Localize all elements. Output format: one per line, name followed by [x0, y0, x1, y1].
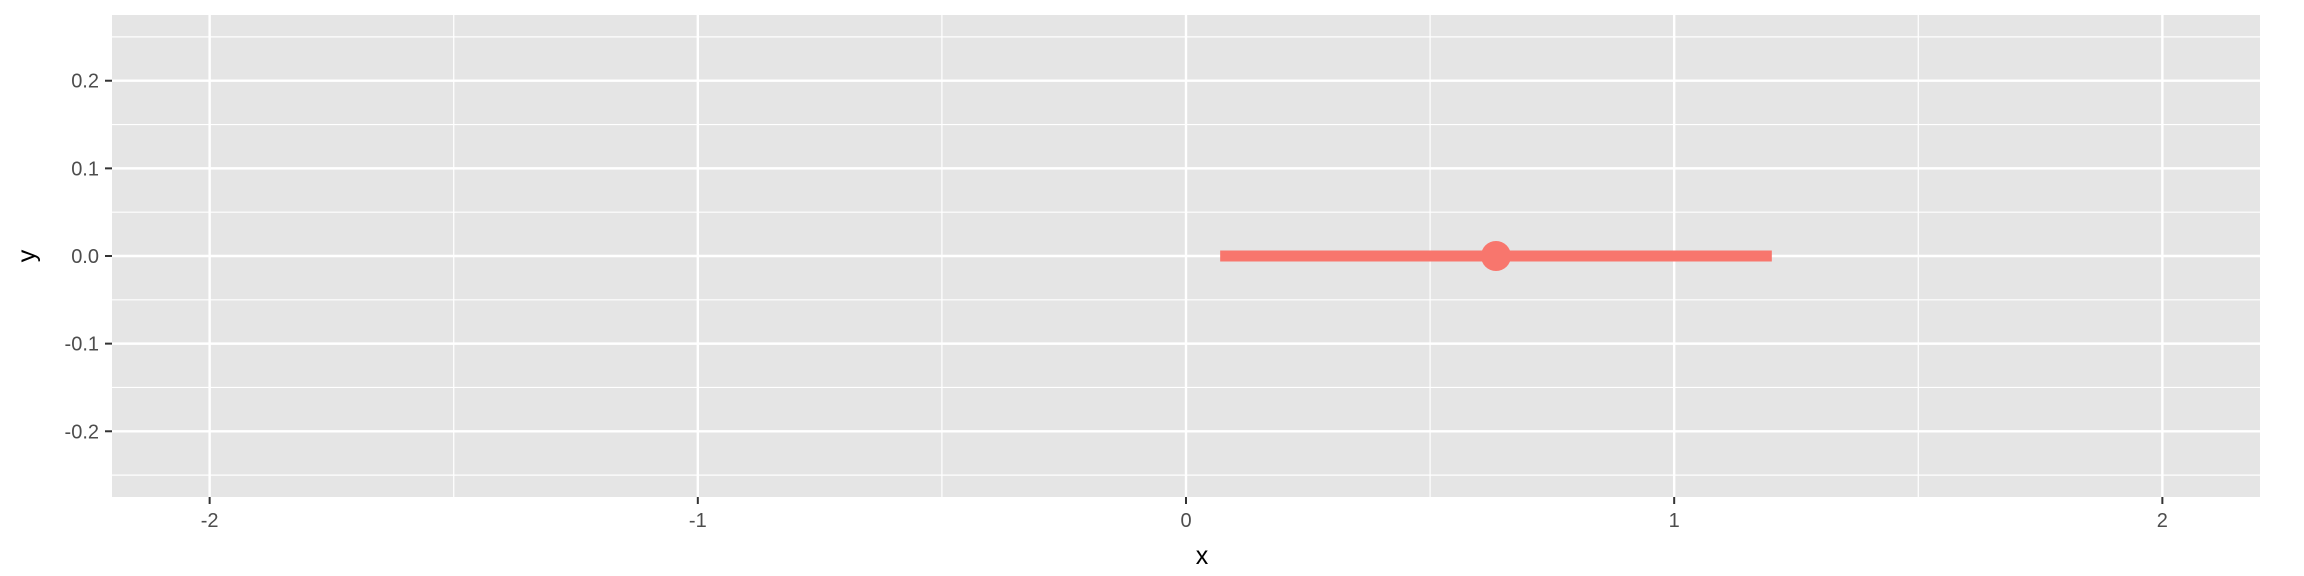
x-tick-label: -2	[201, 510, 219, 532]
y-tick-label: -0.2	[65, 421, 99, 443]
x-tick-label: -1	[689, 510, 707, 532]
x-tick-label: 0	[1180, 510, 1191, 532]
y-axis-title: y	[13, 249, 41, 262]
y-tick-label: 0.0	[71, 246, 99, 268]
y-axis: -0.2 -0.1 0.0 0.1 0.2	[65, 71, 112, 443]
y-tick-label: 0.2	[71, 71, 99, 93]
major-grid	[112, 15, 2260, 497]
x-tick-label: 2	[2157, 510, 2168, 532]
x-axis: -2 -1 0 1 2	[201, 497, 2168, 532]
y-tick-label: 0.1	[71, 158, 99, 180]
y-tick-label: -0.1	[65, 334, 99, 356]
x-axis-title: x	[1196, 542, 1209, 570]
x-tick-label: 1	[1669, 510, 1680, 532]
data-point	[1480, 241, 1511, 271]
data-marks	[1220, 241, 1772, 271]
